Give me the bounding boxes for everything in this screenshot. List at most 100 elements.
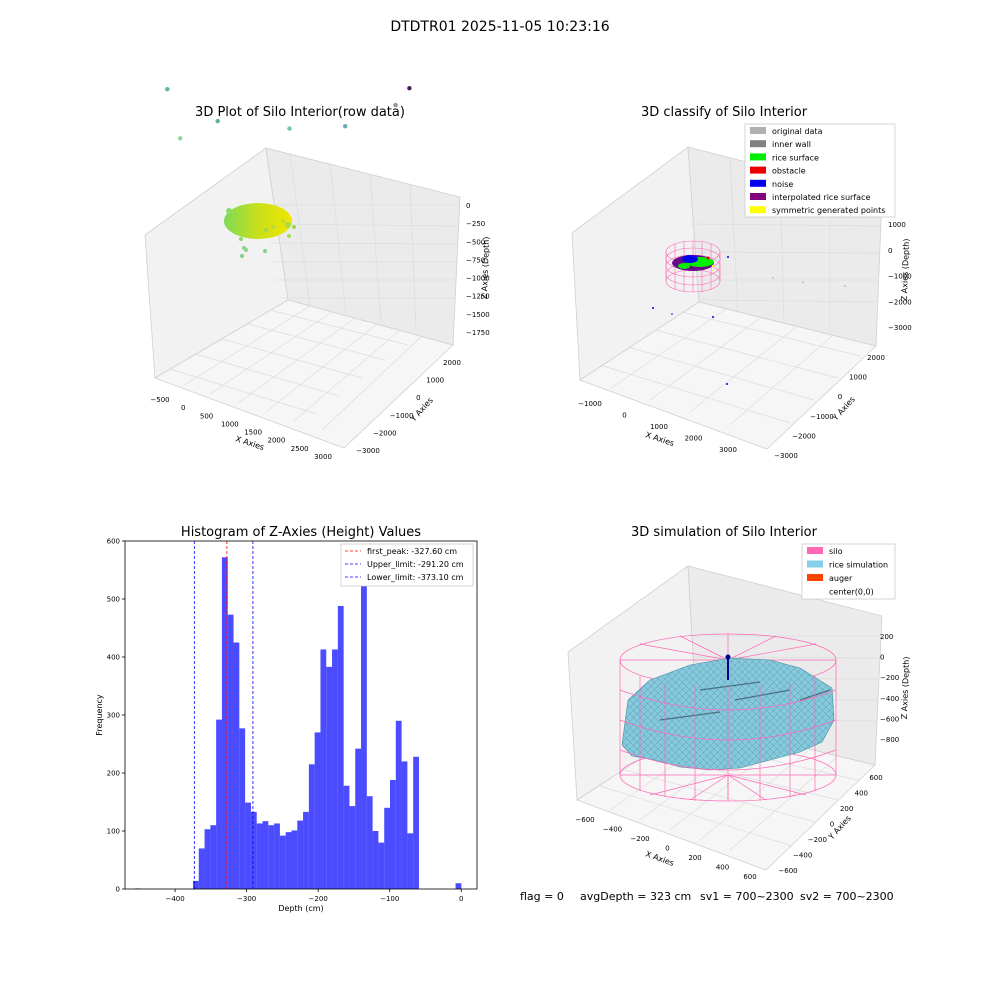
histogram-x-tick-label: −200	[309, 895, 328, 903]
histogram-bar	[401, 761, 408, 889]
histogram-bar	[407, 833, 414, 889]
raw-x-tick: 2500	[291, 445, 309, 453]
panel-histogram: Histogram of Z-Axies (Height) Values −40…	[95, 525, 478, 913]
simulation-legend-label: center(0,0)	[829, 588, 874, 597]
raw-x-tick: 0	[181, 404, 185, 412]
histogram-bar	[262, 821, 269, 889]
histogram-bar	[314, 732, 321, 889]
raw-scatter-point	[215, 118, 220, 124]
status-footer: flag = 0 avgDepth = 323 cm sv1 = 700~230…	[520, 890, 894, 903]
flag-text: flag = 0	[520, 890, 564, 903]
raw-scatter-point	[287, 126, 292, 131]
raw-scatter-points	[165, 86, 412, 141]
avg-depth-text: avgDepth = 323 cm	[580, 890, 691, 903]
histogram-bar	[192, 880, 199, 889]
simulation-legend-label: silo	[829, 547, 843, 556]
classify-legend-label: inner wall	[772, 140, 811, 149]
classify-x-tick: 1000	[650, 423, 668, 431]
simulation-x-tick: 0	[665, 845, 669, 853]
simulation-z-label: Z Axies (Depth)	[900, 656, 911, 719]
classify-legend-swatch	[750, 179, 766, 187]
histogram-y-label: Frequency	[95, 694, 104, 736]
sv2-text: sv2 = 700~2300	[800, 890, 894, 903]
classify-y-label: Y Axies	[830, 395, 857, 423]
raw-plot-title: 3D Plot of Silo Interior(row data)	[195, 105, 405, 120]
sv1-text: sv1 = 700~2300	[700, 890, 794, 903]
panel-raw-data: 3D Plot of Silo Interior(row data)	[144, 86, 491, 461]
histogram-legend: first_peak: -327.60 cm Upper_limit: -291.…	[340, 543, 474, 587]
histogram-bar	[361, 579, 367, 889]
classify-legend-label: rice surface	[772, 153, 819, 162]
simulation-y-tick: 600	[869, 774, 882, 782]
histogram-bar	[210, 825, 217, 889]
simulation-x-tick: 400	[716, 864, 729, 872]
raw-y-tick: 1000	[426, 377, 444, 385]
raw-scatter-point	[178, 136, 183, 141]
histogram-x-label: Depth (cm)	[278, 904, 323, 913]
histogram-bar	[395, 720, 402, 889]
histogram-bar	[308, 764, 315, 889]
simulation-y-tick: −200	[808, 836, 827, 844]
raw-y-tick: 0	[416, 394, 420, 402]
simulation-legend-label: auger	[829, 574, 853, 583]
raw-z-tick: −1250	[466, 293, 490, 301]
histogram-bar	[216, 719, 222, 889]
simulation-x-tick: −600	[575, 816, 594, 824]
histogram-y-ticks: 0 100 200 300 400 500 600	[107, 538, 125, 894]
raw-grid	[169, 152, 460, 431]
histogram-reference-lines	[193, 541, 254, 889]
simulation-legend-swatch	[807, 587, 823, 595]
histogram-bar	[366, 796, 373, 889]
raw-z-tick: −750	[466, 256, 485, 264]
histogram-legend-frame	[340, 543, 474, 587]
classify-y-ticks: 2000 1000 0 −1000 −2000 −3000	[774, 354, 885, 460]
histogram-bar	[250, 811, 257, 889]
classify-surface	[672, 255, 729, 271]
raw-y-tick: −2000	[373, 429, 397, 437]
histogram-bar	[204, 829, 211, 889]
classify-x-tick: −1000	[578, 400, 602, 408]
classify-grid	[599, 157, 882, 426]
histogram-x-tick-label: 0	[459, 895, 463, 903]
histogram-legend-label: Lower_limit: -373.10 cm	[367, 573, 464, 582]
simulation-legend-label: rice simulation	[829, 561, 888, 570]
histogram-bar	[221, 557, 228, 889]
classify-z-ticks: 1000 0 −1000 −2000 −3000	[888, 221, 912, 332]
histogram-title: Histogram of Z-Axies (Height) Values	[181, 525, 421, 540]
histogram-x-tick-label: −400	[165, 895, 184, 903]
raw-z-tick: 0	[466, 202, 470, 210]
raw-x-ticks: −500 0 500 1000 1500 2000 2500 3000	[150, 396, 332, 461]
histogram-x-tick-label: −100	[380, 895, 399, 903]
classify-legend-label: interpolated rice surface	[772, 193, 870, 202]
simulation-y-tick: −400	[793, 852, 812, 860]
raw-y-tick: 2000	[443, 359, 461, 367]
classify-legend-label: symmetric generated points	[772, 206, 885, 215]
classify-z-tick: 1000	[888, 221, 906, 229]
simulation-rice-creases	[659, 681, 831, 721]
simulation-title: 3D simulation of Silo Interior	[631, 525, 818, 540]
raw-x-tick: 2000	[268, 437, 286, 445]
classify-legend: original data inner wall rice surface obsta…	[744, 123, 896, 218]
classify-legend-label: obstacle	[772, 167, 806, 176]
classify-legend-label: noise	[772, 180, 793, 189]
raw-scatter-point	[165, 87, 170, 92]
classify-y-tick: −3000	[774, 452, 798, 460]
histogram-bar	[256, 823, 263, 889]
classify-legend-swatch	[750, 127, 766, 134]
classify-x-tick: 2000	[685, 435, 703, 443]
classify-y-tick: −2000	[792, 432, 816, 440]
raw-x-tick: 1500	[244, 429, 262, 437]
histogram-y-tick-label: 400	[107, 654, 120, 662]
classify-noise-points	[652, 277, 846, 385]
raw-y-label: Y Axies	[408, 396, 435, 424]
histogram-bar	[372, 831, 379, 889]
raw-scatter-point	[343, 124, 348, 129]
simulation-legend-swatch	[807, 574, 823, 581]
simulation-legend-swatch	[807, 560, 823, 568]
simulation-x-ticks: −600 −400 −200 0 200 400 600	[575, 816, 756, 881]
simulation-silo-wireframe	[619, 660, 837, 801]
histogram-bar	[303, 811, 309, 889]
classify-y-tick: 1000	[849, 374, 867, 382]
simulation-legend-swatch	[807, 547, 823, 554]
